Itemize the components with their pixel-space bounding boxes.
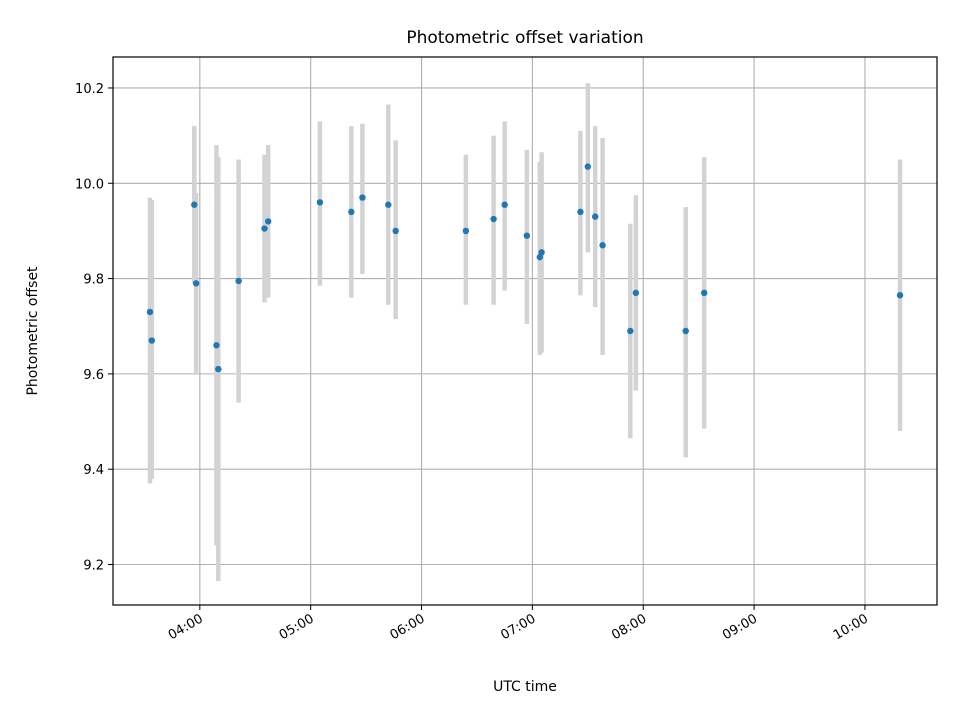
data-point [215,365,222,373]
data-point [599,242,606,249]
plot-area [113,57,937,605]
y-axis-label: Photometric offset [25,266,41,396]
data-point [261,225,268,232]
data-point [632,289,640,297]
data-point [896,292,904,299]
y-tick-label: 9.8 [83,273,104,288]
data-point [213,342,220,349]
y-tick-label: 10.2 [75,82,104,97]
data-point [348,208,355,216]
data-point [192,280,200,287]
y-tick-label: 10.0 [75,177,104,192]
x-axis-label: UTC time [493,679,557,695]
data-point [584,163,592,170]
data-point [264,218,272,225]
data-point [235,277,242,285]
data-point [577,208,584,216]
data-point [592,213,599,220]
y-tick-label: 9.2 [83,558,104,573]
data-point [148,337,155,344]
data-point [359,194,366,201]
y-tick-label: 9.6 [83,368,104,383]
data-point [462,227,470,235]
data-point [523,232,531,239]
plot-frame [112,56,938,606]
data-point [682,327,689,335]
data-point [490,215,497,223]
data-point [627,327,634,335]
y-tick-label: 9.4 [83,463,104,478]
data-points [146,163,904,373]
data-point [392,227,399,235]
data-point [701,289,708,297]
data-point [538,249,545,256]
data-point [146,308,154,316]
data-point [501,201,508,208]
chart-title: Photometric offset variation [406,28,643,48]
y-axis-ticks: 9.2 9.4 9.6 9.8 10.0 10.2 [75,82,113,573]
data-point [316,199,324,206]
data-point [191,201,198,208]
data-point [385,201,392,208]
